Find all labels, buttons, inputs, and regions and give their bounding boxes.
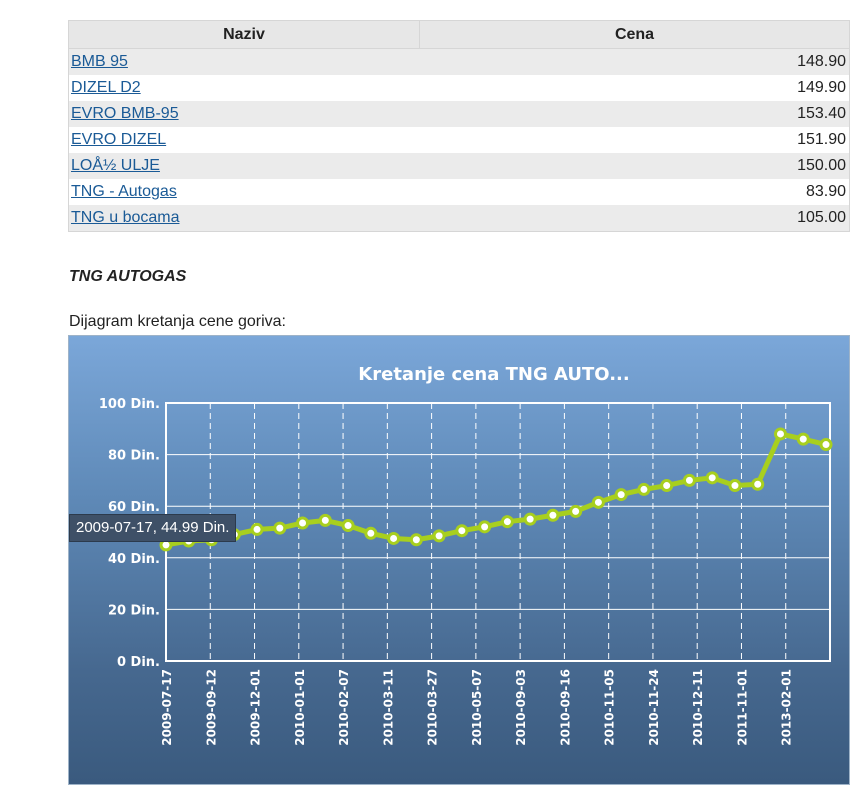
column-header-name[interactable]: Naziv xyxy=(68,20,420,49)
fuel-price: 148.90 xyxy=(419,48,850,75)
x-tick-label: 2009-12-01 xyxy=(249,669,263,746)
data-point[interactable] xyxy=(500,515,514,529)
y-tick-label: 0 Din. xyxy=(117,655,160,670)
table-row: LOÅ½ ULJE 150.00 xyxy=(68,153,850,179)
x-tick-label: 2010-05-07 xyxy=(470,669,484,746)
x-tick-label: 2010-03-27 xyxy=(426,669,440,746)
data-point[interactable] xyxy=(409,533,423,547)
plot-frame xyxy=(165,402,831,662)
data-point[interactable] xyxy=(682,473,696,487)
fuel-link[interactable]: LOÅ½ ULJE xyxy=(71,157,160,174)
data-point[interactable] xyxy=(341,519,355,533)
table-row: EVRO DIZEL 151.90 xyxy=(68,127,850,153)
fuel-price: 153.40 xyxy=(419,101,850,127)
data-point[interactable] xyxy=(728,479,742,493)
fuel-link[interactable]: EVRO DIZEL xyxy=(71,131,167,148)
data-point[interactable] xyxy=(432,529,446,543)
data-point[interactable] xyxy=(455,524,469,538)
fuel-price: 105.00 xyxy=(419,205,850,232)
column-header-price[interactable]: Cena xyxy=(419,20,850,49)
fuel-link[interactable]: BMB 95 xyxy=(71,53,128,70)
data-point[interactable] xyxy=(387,531,401,545)
x-tick-label: 2013-02-01 xyxy=(780,669,794,746)
y-tick-label: 20 Din. xyxy=(108,603,160,618)
data-point[interactable] xyxy=(273,521,287,535)
fuel-price: 83.90 xyxy=(419,179,850,205)
x-tick-label: 2009-09-12 xyxy=(204,669,218,746)
x-tick-label: 2010-01-01 xyxy=(293,669,307,746)
x-tick-label: 2010-02-07 xyxy=(337,669,351,746)
chart-series[interactable] xyxy=(159,427,833,552)
data-point[interactable] xyxy=(523,512,537,526)
table-row: EVRO BMB-95 153.40 xyxy=(68,101,850,127)
table-header-row: Naziv Cena xyxy=(68,20,850,49)
data-point[interactable] xyxy=(751,477,765,491)
data-point[interactable] xyxy=(364,526,378,540)
data-point[interactable] xyxy=(546,508,560,522)
chart-caption: Dijagram kretanja cene goriva: xyxy=(69,313,286,330)
chart-tooltip: 2009-07-17, 44.99 Din. xyxy=(69,514,237,542)
data-point[interactable] xyxy=(591,495,605,509)
x-tick-label: 2011-11-01 xyxy=(735,669,749,746)
table-row: TNG - Autogas 83.90 xyxy=(68,179,850,205)
fuel-price: 150.00 xyxy=(419,153,850,179)
y-tick-label: 80 Din. xyxy=(108,449,160,464)
table-row: DIZEL D2 149.90 xyxy=(68,75,850,101)
data-point[interactable] xyxy=(296,516,310,530)
data-point[interactable] xyxy=(819,438,833,452)
chart-grid xyxy=(165,402,831,662)
data-point[interactable] xyxy=(660,479,674,493)
data-point[interactable] xyxy=(705,471,719,485)
y-tick-label: 40 Din. xyxy=(108,552,160,567)
y-tick-label: 100 Din. xyxy=(99,397,160,412)
data-point[interactable] xyxy=(318,513,332,527)
x-tick-label: 2010-09-16 xyxy=(558,669,572,746)
data-point[interactable] xyxy=(796,432,810,446)
x-tick-label: 2010-11-05 xyxy=(603,669,617,746)
x-tick-label: 2010-12-11 xyxy=(691,669,705,746)
table-row: TNG u bocama 105.00 xyxy=(68,205,850,232)
data-point[interactable] xyxy=(773,427,787,441)
data-point[interactable] xyxy=(637,482,651,496)
fuel-price: 151.90 xyxy=(419,127,850,153)
fuel-price: 149.90 xyxy=(419,75,850,101)
data-point[interactable] xyxy=(250,522,264,536)
x-tick-label: 2010-03-11 xyxy=(381,669,395,746)
series-line xyxy=(165,431,827,548)
chart-axis-labels: 0 Din. 20 Din. 40 Din. 60 Din. 80 Din. 100 Di… xyxy=(99,397,794,746)
y-tick-label: 60 Din. xyxy=(108,500,160,515)
x-tick-label: 2010-09-03 xyxy=(514,669,528,746)
data-point[interactable] xyxy=(569,504,583,518)
price-chart[interactable]: Kretanje cena TNG AUTO... 0 Din. 20 Din. 4… xyxy=(68,335,850,785)
chart-title: Kretanje cena TNG AUTO... xyxy=(358,364,629,385)
x-tick-label: 2010-11-24 xyxy=(647,669,661,746)
fuel-link[interactable]: TNG - Autogas xyxy=(71,183,177,200)
data-point[interactable] xyxy=(614,488,628,502)
fuel-link[interactable]: TNG u bocama xyxy=(71,209,180,226)
fuel-price-table: Naziv Cena BMB 95 148.90 DIZEL D2 149.90… xyxy=(68,20,850,232)
chart-canvas[interactable]: Kretanje cena TNG AUTO... 0 Din. 20 Din. 4… xyxy=(69,336,850,785)
x-tick-label: 2009-07-17 xyxy=(160,669,174,746)
table-row: BMB 95 148.90 xyxy=(68,48,850,75)
fuel-link[interactable]: DIZEL D2 xyxy=(71,79,141,96)
section-title: TNG AUTOGAS xyxy=(69,268,187,285)
data-point[interactable] xyxy=(478,520,492,534)
fuel-link[interactable]: EVRO BMB-95 xyxy=(71,105,179,122)
